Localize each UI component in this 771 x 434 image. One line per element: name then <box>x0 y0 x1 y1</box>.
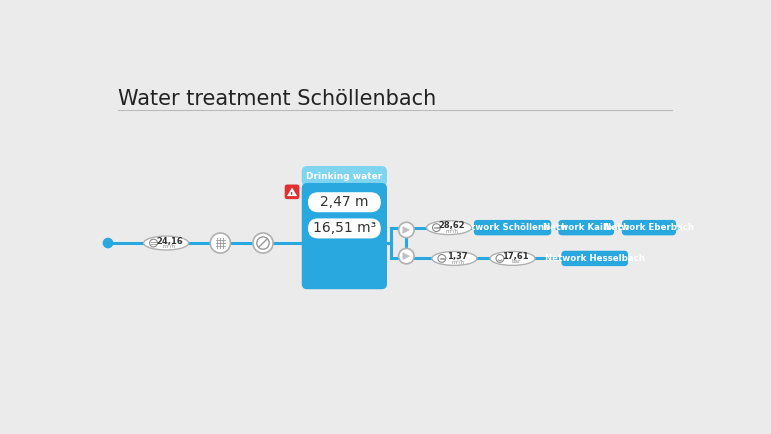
Circle shape <box>150 239 157 247</box>
Ellipse shape <box>143 236 189 250</box>
Ellipse shape <box>432 252 477 265</box>
Circle shape <box>496 255 504 262</box>
Text: 17,61: 17,61 <box>503 252 529 261</box>
Circle shape <box>210 233 231 253</box>
FancyBboxPatch shape <box>561 251 628 266</box>
Text: 2,47 m: 2,47 m <box>320 195 369 209</box>
Polygon shape <box>402 226 410 234</box>
Circle shape <box>253 233 273 253</box>
FancyBboxPatch shape <box>474 220 551 235</box>
Text: m³/h: m³/h <box>163 243 176 249</box>
Text: Network Eberbach: Network Eberbach <box>604 223 694 232</box>
Polygon shape <box>402 252 410 260</box>
Polygon shape <box>287 187 297 196</box>
Circle shape <box>438 255 446 262</box>
Text: !: ! <box>291 191 294 197</box>
Circle shape <box>399 222 414 238</box>
Text: 24,16: 24,16 <box>156 237 183 246</box>
FancyBboxPatch shape <box>308 218 381 238</box>
Text: 1,37: 1,37 <box>447 252 468 261</box>
Text: Network Kailbach: Network Kailbach <box>543 223 629 232</box>
Text: 16,51 m³: 16,51 m³ <box>313 221 376 235</box>
FancyBboxPatch shape <box>301 183 387 289</box>
Ellipse shape <box>426 221 472 234</box>
Text: Water treatment Schöllenbach: Water treatment Schöllenbach <box>118 89 436 109</box>
Text: Network Schöllenbach: Network Schöllenbach <box>458 223 567 232</box>
Text: Drinking water: Drinking water <box>306 171 382 181</box>
FancyBboxPatch shape <box>284 184 299 199</box>
Circle shape <box>399 248 414 264</box>
Circle shape <box>433 224 440 231</box>
Text: bar: bar <box>511 259 520 264</box>
Ellipse shape <box>490 252 535 265</box>
FancyBboxPatch shape <box>308 192 381 212</box>
Text: m³/h: m³/h <box>446 228 459 233</box>
Circle shape <box>103 238 113 248</box>
FancyBboxPatch shape <box>558 220 614 235</box>
Text: Network Hesselbach: Network Hesselbach <box>545 254 645 263</box>
Text: m³/h: m³/h <box>451 259 464 264</box>
Text: 28,62: 28,62 <box>439 221 466 230</box>
FancyBboxPatch shape <box>622 220 676 235</box>
FancyBboxPatch shape <box>301 166 387 186</box>
